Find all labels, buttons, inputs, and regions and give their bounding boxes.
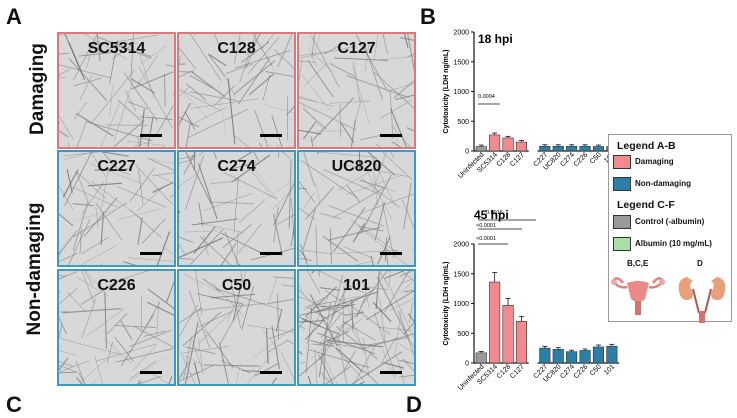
x-tick-label: C50	[589, 363, 603, 377]
legend-box: Legend A-B Damaging Non-damaging Legend …	[608, 134, 732, 322]
y-tick-label: 500	[457, 119, 469, 126]
x-tick-label: C128	[496, 363, 513, 380]
bar	[607, 346, 618, 363]
bar	[516, 321, 527, 363]
y-axis-label: Cytotoxicity (LDH ng/mL)	[443, 262, 450, 346]
legend-swatch-damaging	[613, 155, 631, 169]
bar	[503, 138, 514, 151]
legend-item-control: Control (-albumin)	[635, 217, 704, 226]
legend-swatch-non-damaging	[613, 177, 631, 191]
y-tick-label: 2000	[453, 242, 469, 249]
legend-organ-label-1: B,C,E	[627, 259, 648, 268]
x-tick-label: C226	[573, 151, 590, 168]
y-tick-label: 500	[457, 331, 469, 338]
legend-item-albumin: Albumin (10 mg/mL)	[635, 239, 712, 248]
legend-item-non-damaging: Non-damaging	[635, 179, 691, 188]
x-tick-label: C128	[496, 151, 513, 168]
bar	[540, 348, 551, 363]
legend-organ-label-2: D	[697, 259, 703, 268]
organ-illustrations	[609, 269, 733, 329]
bar	[593, 147, 604, 151]
y-axis-label: Cytotoxicity (LDH ng/mL)	[443, 50, 450, 134]
bar	[593, 347, 604, 363]
bar	[540, 146, 551, 151]
x-tick-label: C127	[509, 151, 526, 168]
y-tick-label: 0	[465, 149, 469, 156]
p-value-label: <0.0001	[476, 223, 496, 229]
bar	[553, 349, 564, 363]
legend-swatch-control	[613, 215, 631, 229]
bar	[476, 147, 487, 151]
y-tick-label: 0	[465, 361, 469, 368]
legend-swatch-albumin	[613, 237, 631, 251]
kidney-icon	[679, 277, 726, 323]
x-tick-label: C50	[589, 151, 603, 165]
bar	[503, 305, 514, 363]
x-tick-label: C274	[559, 151, 576, 168]
y-tick-label: 1500	[453, 271, 469, 278]
y-tick-label: 1000	[453, 89, 469, 96]
uterus-icon	[611, 278, 665, 315]
x-tick-label: C274	[559, 363, 576, 380]
p-value-label: 0.0016	[486, 210, 503, 216]
chart-0: 18 hpi 0 500 1000 1500 2000 Cytotoxicity (LDH …	[443, 30, 619, 181]
bar	[566, 352, 577, 363]
x-tick-label: 101	[603, 363, 616, 376]
y-tick-label: 1500	[453, 59, 469, 66]
y-tick-label: 1000	[453, 301, 469, 308]
y-tick-label: 2000	[453, 30, 469, 37]
bar	[580, 146, 591, 151]
bar	[489, 282, 500, 363]
bar	[580, 351, 591, 363]
bar	[489, 135, 500, 151]
legend-title-cf: Legend C-F	[617, 199, 675, 211]
bar	[553, 146, 564, 151]
x-tick-label: C226	[573, 363, 590, 380]
legend-title-ab: Legend A-B	[617, 140, 676, 152]
legend-item-damaging: Damaging	[635, 157, 674, 166]
x-tick-label: C127	[509, 363, 526, 380]
bar	[476, 353, 487, 363]
p-value-label: <0.0001	[476, 236, 496, 242]
p-value-label: 0.0004	[478, 94, 495, 100]
bar	[516, 142, 527, 151]
chart-title: 18 hpi	[478, 32, 513, 46]
bar	[566, 146, 577, 151]
